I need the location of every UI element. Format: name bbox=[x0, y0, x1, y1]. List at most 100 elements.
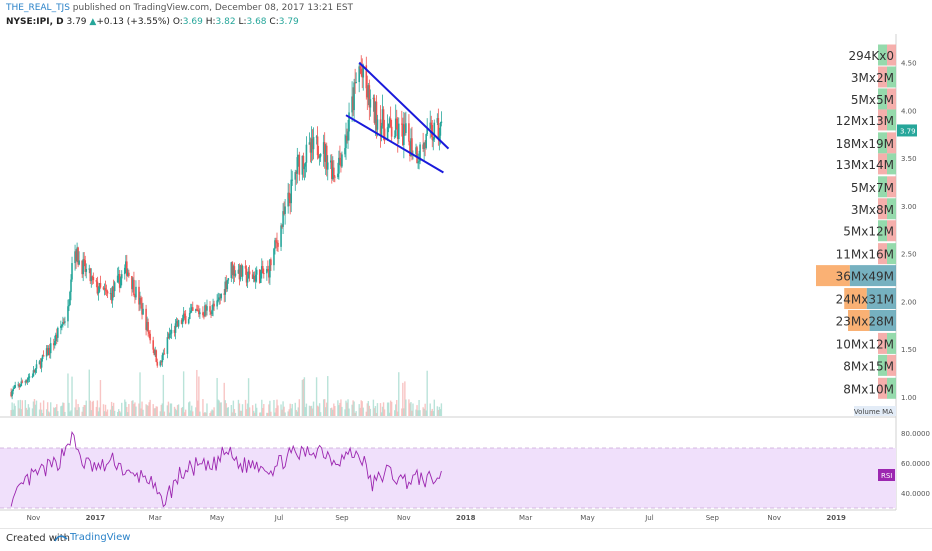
candle-body bbox=[380, 125, 383, 136]
volume-bar bbox=[366, 403, 369, 416]
candle-body bbox=[198, 310, 200, 315]
candlesticks bbox=[10, 55, 443, 400]
volume-bar bbox=[275, 408, 277, 416]
candle-body bbox=[203, 315, 205, 317]
volume-bar bbox=[256, 407, 258, 416]
volume-bar bbox=[82, 406, 84, 416]
volume-profile-bar bbox=[878, 332, 887, 354]
candle-body bbox=[348, 112, 350, 132]
candle-body bbox=[49, 343, 52, 354]
volume-bar bbox=[334, 406, 336, 416]
candle-body bbox=[34, 368, 37, 373]
volume-bar bbox=[248, 407, 251, 416]
volume-bar bbox=[311, 408, 314, 416]
candle-body bbox=[325, 145, 328, 170]
volume-bar bbox=[254, 403, 257, 416]
candle-body bbox=[20, 381, 23, 387]
candle-body bbox=[298, 154, 301, 175]
time-tick-label: May bbox=[210, 514, 224, 522]
volume-profile-bar bbox=[878, 377, 887, 399]
symbol-label[interactable]: NYSE:IPI, D bbox=[6, 17, 64, 27]
chart-canvas[interactable]: 294Kx0 3Mx2M 5Mx5M 12Mx13M 18Mx19M 13Mx14M 5Mx… bbox=[0, 0, 932, 528]
candle-body bbox=[31, 376, 34, 378]
volume-bar bbox=[13, 403, 15, 416]
volume-bar bbox=[211, 409, 213, 416]
volume-bar bbox=[315, 377, 318, 416]
candle-body bbox=[156, 361, 159, 366]
candle-body bbox=[161, 355, 164, 363]
volume-bar bbox=[169, 403, 172, 416]
volume-bar bbox=[230, 404, 233, 416]
candle-body bbox=[330, 160, 333, 179]
candle-body bbox=[401, 123, 403, 125]
candle-body bbox=[387, 123, 390, 128]
chart-header: THE_REAL_TJS published on TradingView.co… bbox=[0, 0, 932, 32]
volume-bar bbox=[83, 404, 85, 416]
volume-bar bbox=[373, 408, 376, 416]
wedge-lines bbox=[345, 61, 450, 174]
volume-bar bbox=[46, 402, 49, 416]
volume-bar bbox=[174, 408, 177, 416]
volume-bar bbox=[10, 410, 12, 416]
candle-body bbox=[341, 154, 343, 167]
volume-profile-bar bbox=[887, 132, 896, 154]
candle-body bbox=[127, 272, 129, 276]
volume-bar bbox=[113, 410, 116, 416]
volume-bar bbox=[369, 408, 372, 416]
volume-bar bbox=[166, 405, 169, 416]
candle-body bbox=[373, 97, 376, 123]
volume-bar bbox=[70, 410, 72, 416]
candle-body bbox=[419, 144, 421, 162]
volume-bar bbox=[302, 379, 305, 416]
candle-body bbox=[239, 265, 242, 280]
candle-body bbox=[99, 282, 102, 288]
volume-bar bbox=[21, 400, 23, 416]
candle-body bbox=[220, 293, 222, 299]
candle-body bbox=[128, 272, 130, 276]
candle-body bbox=[113, 282, 116, 292]
volume-bar bbox=[127, 412, 129, 416]
candle-body bbox=[174, 323, 177, 333]
candle-body bbox=[162, 353, 165, 356]
candle-body bbox=[55, 334, 58, 338]
candle-body bbox=[212, 303, 214, 310]
candle-body bbox=[296, 157, 299, 174]
publisher-username[interactable]: THE_REAL_TJS bbox=[6, 3, 70, 13]
volume-bar bbox=[433, 399, 435, 416]
candle-body bbox=[202, 312, 204, 316]
volume-bar bbox=[423, 408, 425, 416]
candle-body bbox=[366, 88, 369, 98]
volume-bar bbox=[177, 404, 180, 416]
price-axis[interactable]: 4.50 4.00 3.50 3.00 2.50 2.00 1.50 1.00 3.79 bbox=[897, 60, 917, 402]
volume-bar bbox=[27, 404, 30, 416]
volume-bar bbox=[341, 406, 343, 416]
volume-bar bbox=[91, 401, 94, 416]
candle-body bbox=[85, 268, 88, 272]
volume-bar bbox=[398, 372, 400, 416]
tradingview-brand[interactable]: TradingView bbox=[70, 532, 131, 543]
volume-bar bbox=[301, 380, 304, 416]
candle-body bbox=[317, 155, 320, 158]
time-axis[interactable]: Nov 2017 Mar May Jul Sep Nov 2018 Mar May Jul Sep No… bbox=[27, 514, 846, 522]
candle-body bbox=[46, 348, 49, 356]
candle-body bbox=[52, 343, 55, 346]
time-tick-label: 2018 bbox=[456, 514, 476, 522]
candle-body bbox=[195, 309, 197, 311]
volume-bar bbox=[56, 404, 58, 416]
change-up-icon: ▲ bbox=[89, 17, 97, 27]
candle-body bbox=[402, 123, 404, 146]
candle-body bbox=[389, 118, 392, 127]
candle-body bbox=[305, 144, 308, 163]
candle-body bbox=[302, 155, 305, 170]
volume-bar bbox=[209, 412, 211, 416]
volume-bar bbox=[367, 400, 370, 416]
volume-bar bbox=[69, 411, 71, 416]
wedge-lower-line bbox=[345, 114, 444, 174]
volume-bar bbox=[105, 411, 108, 416]
volume-bar bbox=[345, 400, 347, 416]
volume-bar bbox=[238, 403, 241, 416]
volume-profile-bar bbox=[887, 243, 896, 265]
volume-profile-label: 18Mx19M bbox=[836, 137, 894, 151]
candle-body bbox=[237, 269, 240, 274]
candle-body bbox=[106, 291, 109, 294]
